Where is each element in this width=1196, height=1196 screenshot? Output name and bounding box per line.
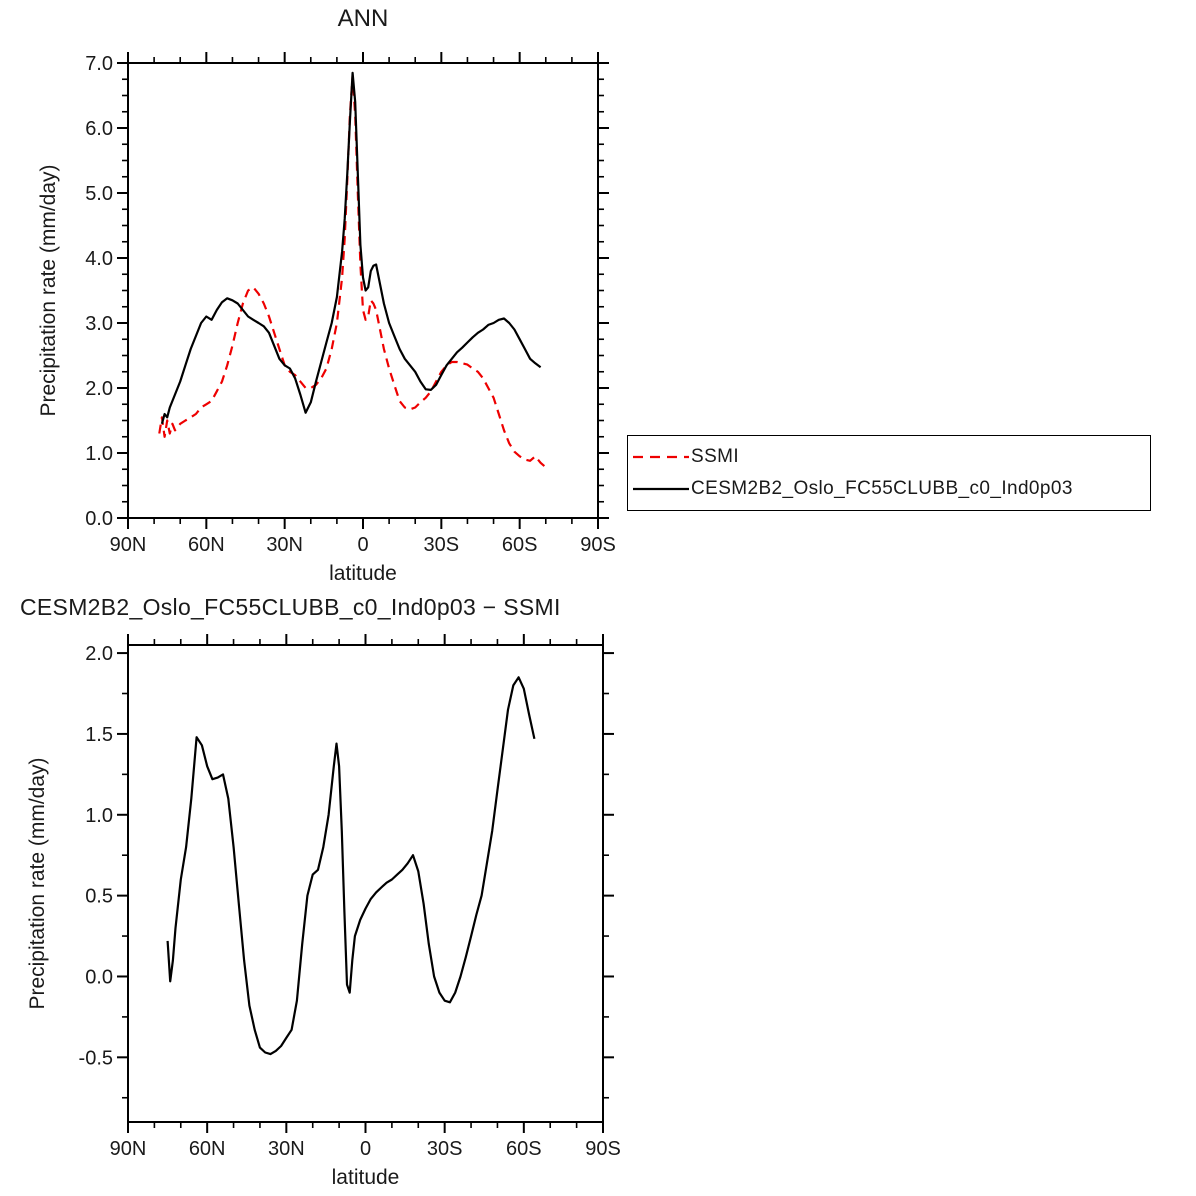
svg-text:90N: 90N: [110, 1138, 147, 1160]
svg-text:3.0: 3.0: [85, 313, 113, 335]
bottom-chart-title: CESM2B2_Oslo_FC55CLUBB_c0_Ind0p03 − SSMI: [20, 594, 561, 620]
svg-text:30S: 30S: [424, 534, 460, 556]
svg-text:0.5: 0.5: [85, 886, 113, 908]
legend: SSMI CESM2B2_Oslo_FC55CLUBB_c0_Ind0p03: [627, 435, 1151, 511]
svg-text:7.0: 7.0: [85, 53, 113, 75]
svg-text:60N: 60N: [189, 1138, 226, 1160]
svg-text:30N: 30N: [266, 534, 303, 556]
svg-text:Precipitation rate (mm/day): Precipitation rate (mm/day): [26, 757, 49, 1009]
svg-text:90N: 90N: [110, 534, 147, 556]
svg-text:30S: 30S: [427, 1138, 463, 1160]
svg-text:1.5: 1.5: [85, 724, 113, 746]
svg-text:2.0: 2.0: [85, 643, 113, 665]
svg-text:0.0: 0.0: [85, 966, 113, 988]
svg-text:1.0: 1.0: [85, 443, 113, 465]
svg-text:90S: 90S: [580, 534, 616, 556]
legend-label-cesm: CESM2B2_Oslo_FC55CLUBB_c0_Ind0p03: [691, 478, 1073, 499]
svg-text:latitude: latitude: [329, 562, 397, 585]
legend-line-cesm-icon: [633, 487, 689, 491]
svg-text:4.0: 4.0: [85, 248, 113, 270]
svg-text:0: 0: [357, 534, 368, 556]
svg-text:90S: 90S: [585, 1138, 621, 1160]
svg-text:30N: 30N: [268, 1138, 305, 1160]
svg-text:60S: 60S: [506, 1138, 542, 1160]
legend-item-ssmi: SSMI: [633, 446, 1150, 468]
svg-text:60S: 60S: [502, 534, 538, 556]
legend-item-cesm: CESM2B2_Oslo_FC55CLUBB_c0_Ind0p03: [633, 478, 1150, 500]
svg-text:latitude: latitude: [332, 1166, 400, 1189]
legend-line-ssmi-icon: [633, 455, 689, 459]
legend-label-ssmi: SSMI: [691, 446, 740, 467]
svg-text:1.0: 1.0: [85, 805, 113, 827]
svg-text:60N: 60N: [188, 534, 225, 556]
svg-text:5.0: 5.0: [85, 183, 113, 205]
svg-text:0.0: 0.0: [85, 508, 113, 530]
svg-text:0: 0: [360, 1138, 371, 1160]
svg-text:Precipitation rate (mm/day): Precipitation rate (mm/day): [37, 164, 60, 416]
svg-text:-0.5: -0.5: [79, 1047, 113, 1069]
svg-text:6.0: 6.0: [85, 118, 113, 140]
top-chart-title: ANN: [337, 5, 389, 32]
svg-text:2.0: 2.0: [85, 378, 113, 400]
